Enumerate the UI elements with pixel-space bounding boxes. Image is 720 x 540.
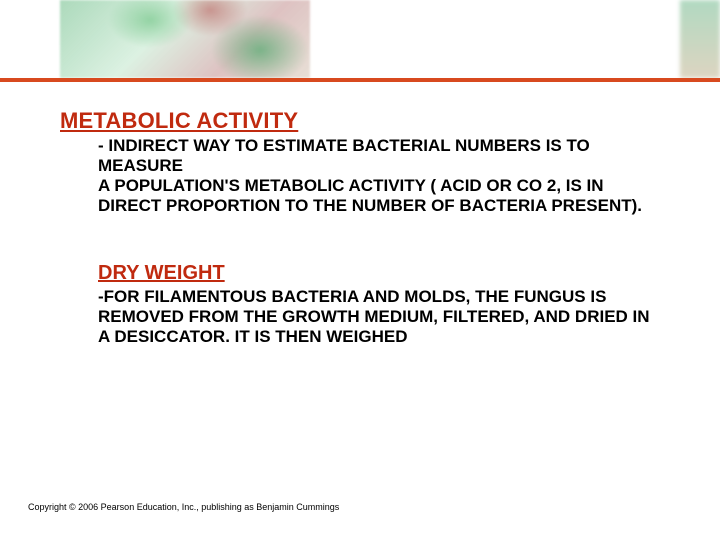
section2-body: -FOR FILAMENTOUS BACTERIA AND MOLDS, THE… xyxy=(98,287,660,347)
banner-decorative-right xyxy=(680,0,720,78)
copyright-text: Copyright © 2006 Pearson Education, Inc.… xyxy=(28,502,339,512)
header-banner xyxy=(0,0,720,82)
slide-content: METABOLIC ACTIVITY - INDIRECT WAY TO EST… xyxy=(60,108,660,347)
banner-divider xyxy=(0,78,720,82)
section1-heading: METABOLIC ACTIVITY xyxy=(60,108,660,134)
banner-decorative-image xyxy=(60,0,310,78)
section2-heading: DRY WEIGHT xyxy=(98,262,660,285)
section1-body: - INDIRECT WAY TO ESTIMATE BACTERIAL NUM… xyxy=(98,136,660,216)
